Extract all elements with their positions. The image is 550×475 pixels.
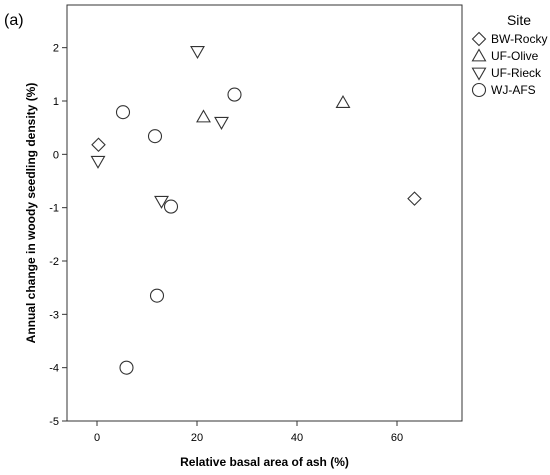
data-points xyxy=(90,45,422,375)
data-point-uf-rieck xyxy=(190,45,205,60)
legend-label: WJ-AFS xyxy=(491,82,536,97)
legend-label: UF-Rieck xyxy=(491,65,541,80)
legend-marker-uf-olive xyxy=(471,47,487,61)
data-point-wj-afs xyxy=(115,105,131,120)
legend-item: UF-Olive xyxy=(470,47,548,64)
legend-marker xyxy=(471,82,487,97)
data-point-bw-rocky xyxy=(407,191,422,206)
x-tick-label: 40 xyxy=(291,432,303,444)
data-point-wj-afs xyxy=(163,199,179,214)
x-tick-label: 0 xyxy=(94,432,100,444)
x-tick-label: 60 xyxy=(391,432,403,444)
legend-marker xyxy=(471,31,487,46)
data-point-wj-afs xyxy=(227,87,242,102)
data-point-uf-rieck xyxy=(90,155,106,169)
panel-label: (a) xyxy=(4,12,24,29)
legend: Site BW-Rocky UF-Olive UF-Rieck WJ-AFS xyxy=(470,12,548,98)
legend-item: UF-Rieck xyxy=(470,64,548,81)
plot-frame xyxy=(66,4,463,422)
legend-label: BW-Rocky xyxy=(491,31,548,46)
legend-marker xyxy=(471,67,487,81)
y-tick-label: -1 xyxy=(49,203,59,215)
y-tick-label: -5 xyxy=(49,416,59,428)
legend-marker-wj-afs xyxy=(471,82,487,97)
legend-label: UF-Olive xyxy=(491,48,539,63)
y-tick-label: 1 xyxy=(53,96,59,108)
y-tick-label: 2 xyxy=(53,43,59,55)
data-point-uf-rieck xyxy=(214,116,229,130)
x-tick-label: 20 xyxy=(191,432,203,444)
legend-title: Site xyxy=(506,12,532,28)
data-point-uf-olive xyxy=(335,94,351,109)
y-axis: -5 -4 -3 -2 -1 0 1 2 xyxy=(49,43,67,428)
legend-item: WJ-AFS xyxy=(470,81,548,98)
x-axis: 0 20 40 60 xyxy=(94,421,403,444)
data-point-wj-afs xyxy=(149,288,165,303)
data-point-uf-olive xyxy=(196,109,211,123)
data-point-bw-rocky xyxy=(91,137,106,153)
data-point-uf-rieck xyxy=(154,195,169,209)
y-tick-label: 0 xyxy=(53,149,59,161)
y-axis-label: Annual change in woody seedling density … xyxy=(24,83,38,344)
x-axis-label: Relative basal area of ash (%) xyxy=(180,455,349,469)
data-point-wj-afs xyxy=(119,360,134,375)
y-tick-label: -2 xyxy=(49,256,59,268)
legend-marker xyxy=(471,47,487,61)
legend-item: BW-Rocky xyxy=(470,30,548,47)
legend-marker-bw-rocky xyxy=(471,31,487,46)
y-tick-label: -4 xyxy=(49,363,59,375)
y-tick-label: -3 xyxy=(49,309,59,321)
legend-marker-uf-rieck xyxy=(471,67,487,81)
data-point-wj-afs xyxy=(147,129,163,144)
